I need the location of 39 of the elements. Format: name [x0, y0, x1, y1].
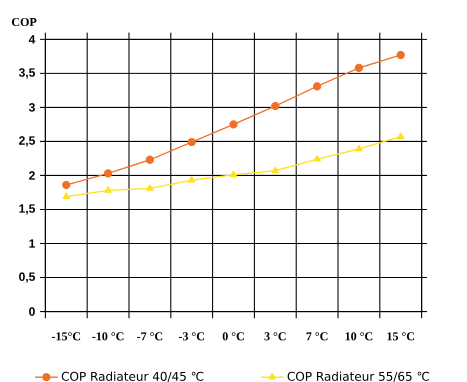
point	[104, 169, 112, 178]
point	[104, 186, 112, 193]
point	[146, 156, 154, 164]
point	[271, 102, 280, 110]
legend-label: COP Radiateur 55/65 ℃	[288, 371, 430, 382]
point	[62, 180, 70, 189]
point	[229, 120, 238, 128]
y-tick-label: 0	[29, 307, 35, 316]
point	[62, 192, 70, 199]
x-tick-label: 7 °C	[306, 332, 328, 340]
x-tick-label: 10 °C	[346, 332, 372, 340]
point	[230, 170, 238, 178]
point	[188, 176, 196, 182]
point	[312, 82, 322, 90]
legend-label: COP Radiateur 40/45 ℃	[62, 371, 204, 382]
y-tick-label: 3	[28, 103, 35, 112]
point	[355, 144, 363, 152]
y-tick-label: 0,5	[19, 272, 35, 283]
y-tick-label: 1,5	[19, 204, 35, 214]
y-tick-label: 3,5	[18, 68, 35, 78]
point	[397, 132, 404, 139]
point	[188, 138, 196, 146]
point	[313, 154, 321, 162]
x-tick-label: -3 °C	[178, 332, 204, 340]
point	[272, 166, 279, 173]
y-tick-label: 1	[29, 239, 35, 248]
x-tick-label: 0 °C	[222, 332, 244, 340]
x-tick-label: 15 °C	[387, 332, 414, 340]
x-tick-label: -7 °C	[137, 332, 162, 340]
y-tick-label: 2,5	[19, 136, 35, 146]
point	[146, 184, 154, 191]
y-tick-label: 4	[28, 35, 36, 44]
x-tick-label: -10 °C	[92, 332, 124, 340]
point	[396, 50, 405, 60]
x-tick-label: 3 °C	[264, 332, 286, 340]
y-tick-label: 2	[29, 171, 35, 180]
point	[354, 64, 364, 72]
y-axis-title: COP	[12, 18, 36, 26]
x-tick-label: -15°C	[52, 332, 80, 340]
